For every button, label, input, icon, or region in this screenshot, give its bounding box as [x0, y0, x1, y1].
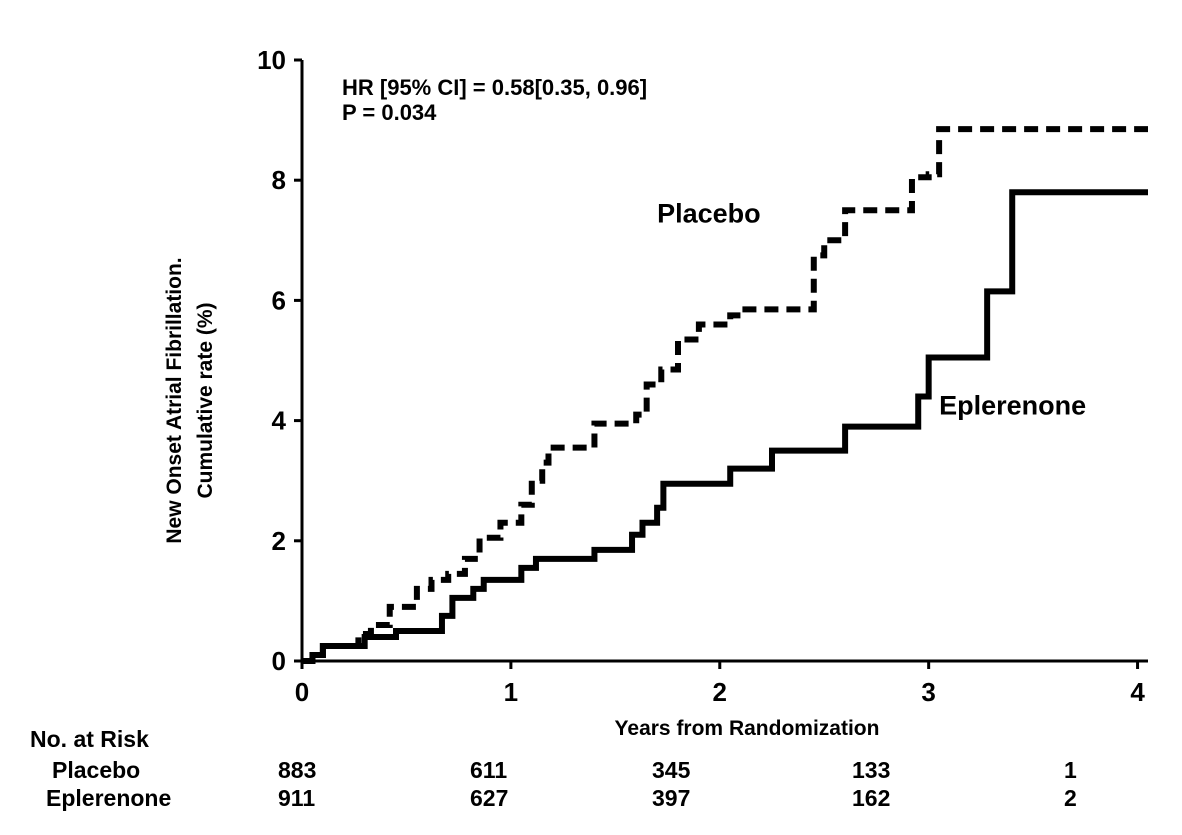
- x-tick-label: 2: [713, 677, 727, 707]
- y-tick-label: 4: [272, 406, 287, 436]
- x-tick-label: 1: [504, 677, 518, 707]
- risk-value: 2: [1064, 785, 1077, 811]
- series-label-placebo: Placebo: [657, 198, 761, 228]
- risk-row-label-placebo: Placebo: [52, 757, 141, 783]
- risk-value: 345: [652, 757, 691, 783]
- x-tick-label: 3: [921, 677, 935, 707]
- x-axis-label: Years from Randomization: [615, 717, 880, 740]
- risk-value: 162: [852, 785, 891, 811]
- y-tick-label: 6: [272, 285, 286, 315]
- y-tick-label: 2: [272, 526, 286, 556]
- hr-annotation: HR [95% CI] = 0.58[0.35, 0.96] P = 0.034: [342, 75, 647, 125]
- risk-value: 911: [278, 785, 316, 811]
- series-line-placebo: [302, 126, 1148, 664]
- risk-table-title: No. at Risk: [30, 726, 149, 752]
- x-tick-label: 0: [295, 677, 309, 707]
- risk-row-label-eplerenone: Eplerenone: [46, 785, 172, 811]
- risk-value: 397: [652, 785, 691, 811]
- series-label-eplerenone: Eplerenone: [939, 391, 1086, 421]
- risk-value: 883: [278, 757, 317, 783]
- series-lines: [302, 126, 1148, 664]
- x-tick-label: 4: [1130, 677, 1145, 707]
- risk-value: 611: [470, 757, 508, 783]
- labels: HR [95% CI] = 0.58[0.35, 0.96] P = 0.034 P…: [342, 75, 1086, 421]
- y-tick-label: 10: [257, 45, 286, 75]
- risk-value: 1: [1064, 757, 1077, 783]
- y-tick-label: 8: [272, 165, 286, 195]
- risk-value: 627: [470, 785, 509, 811]
- y-axis-label: New Onset Atrial Fibrillation. Cumulative…: [163, 257, 217, 543]
- axes: 0 2 4 6 8 10 0 1 2 3 4 Years from Randomization New …: [163, 45, 1148, 740]
- y-tick-label: 0: [272, 646, 286, 676]
- series-line-eplerenone: [302, 189, 1148, 664]
- risk-value: 133: [852, 757, 891, 783]
